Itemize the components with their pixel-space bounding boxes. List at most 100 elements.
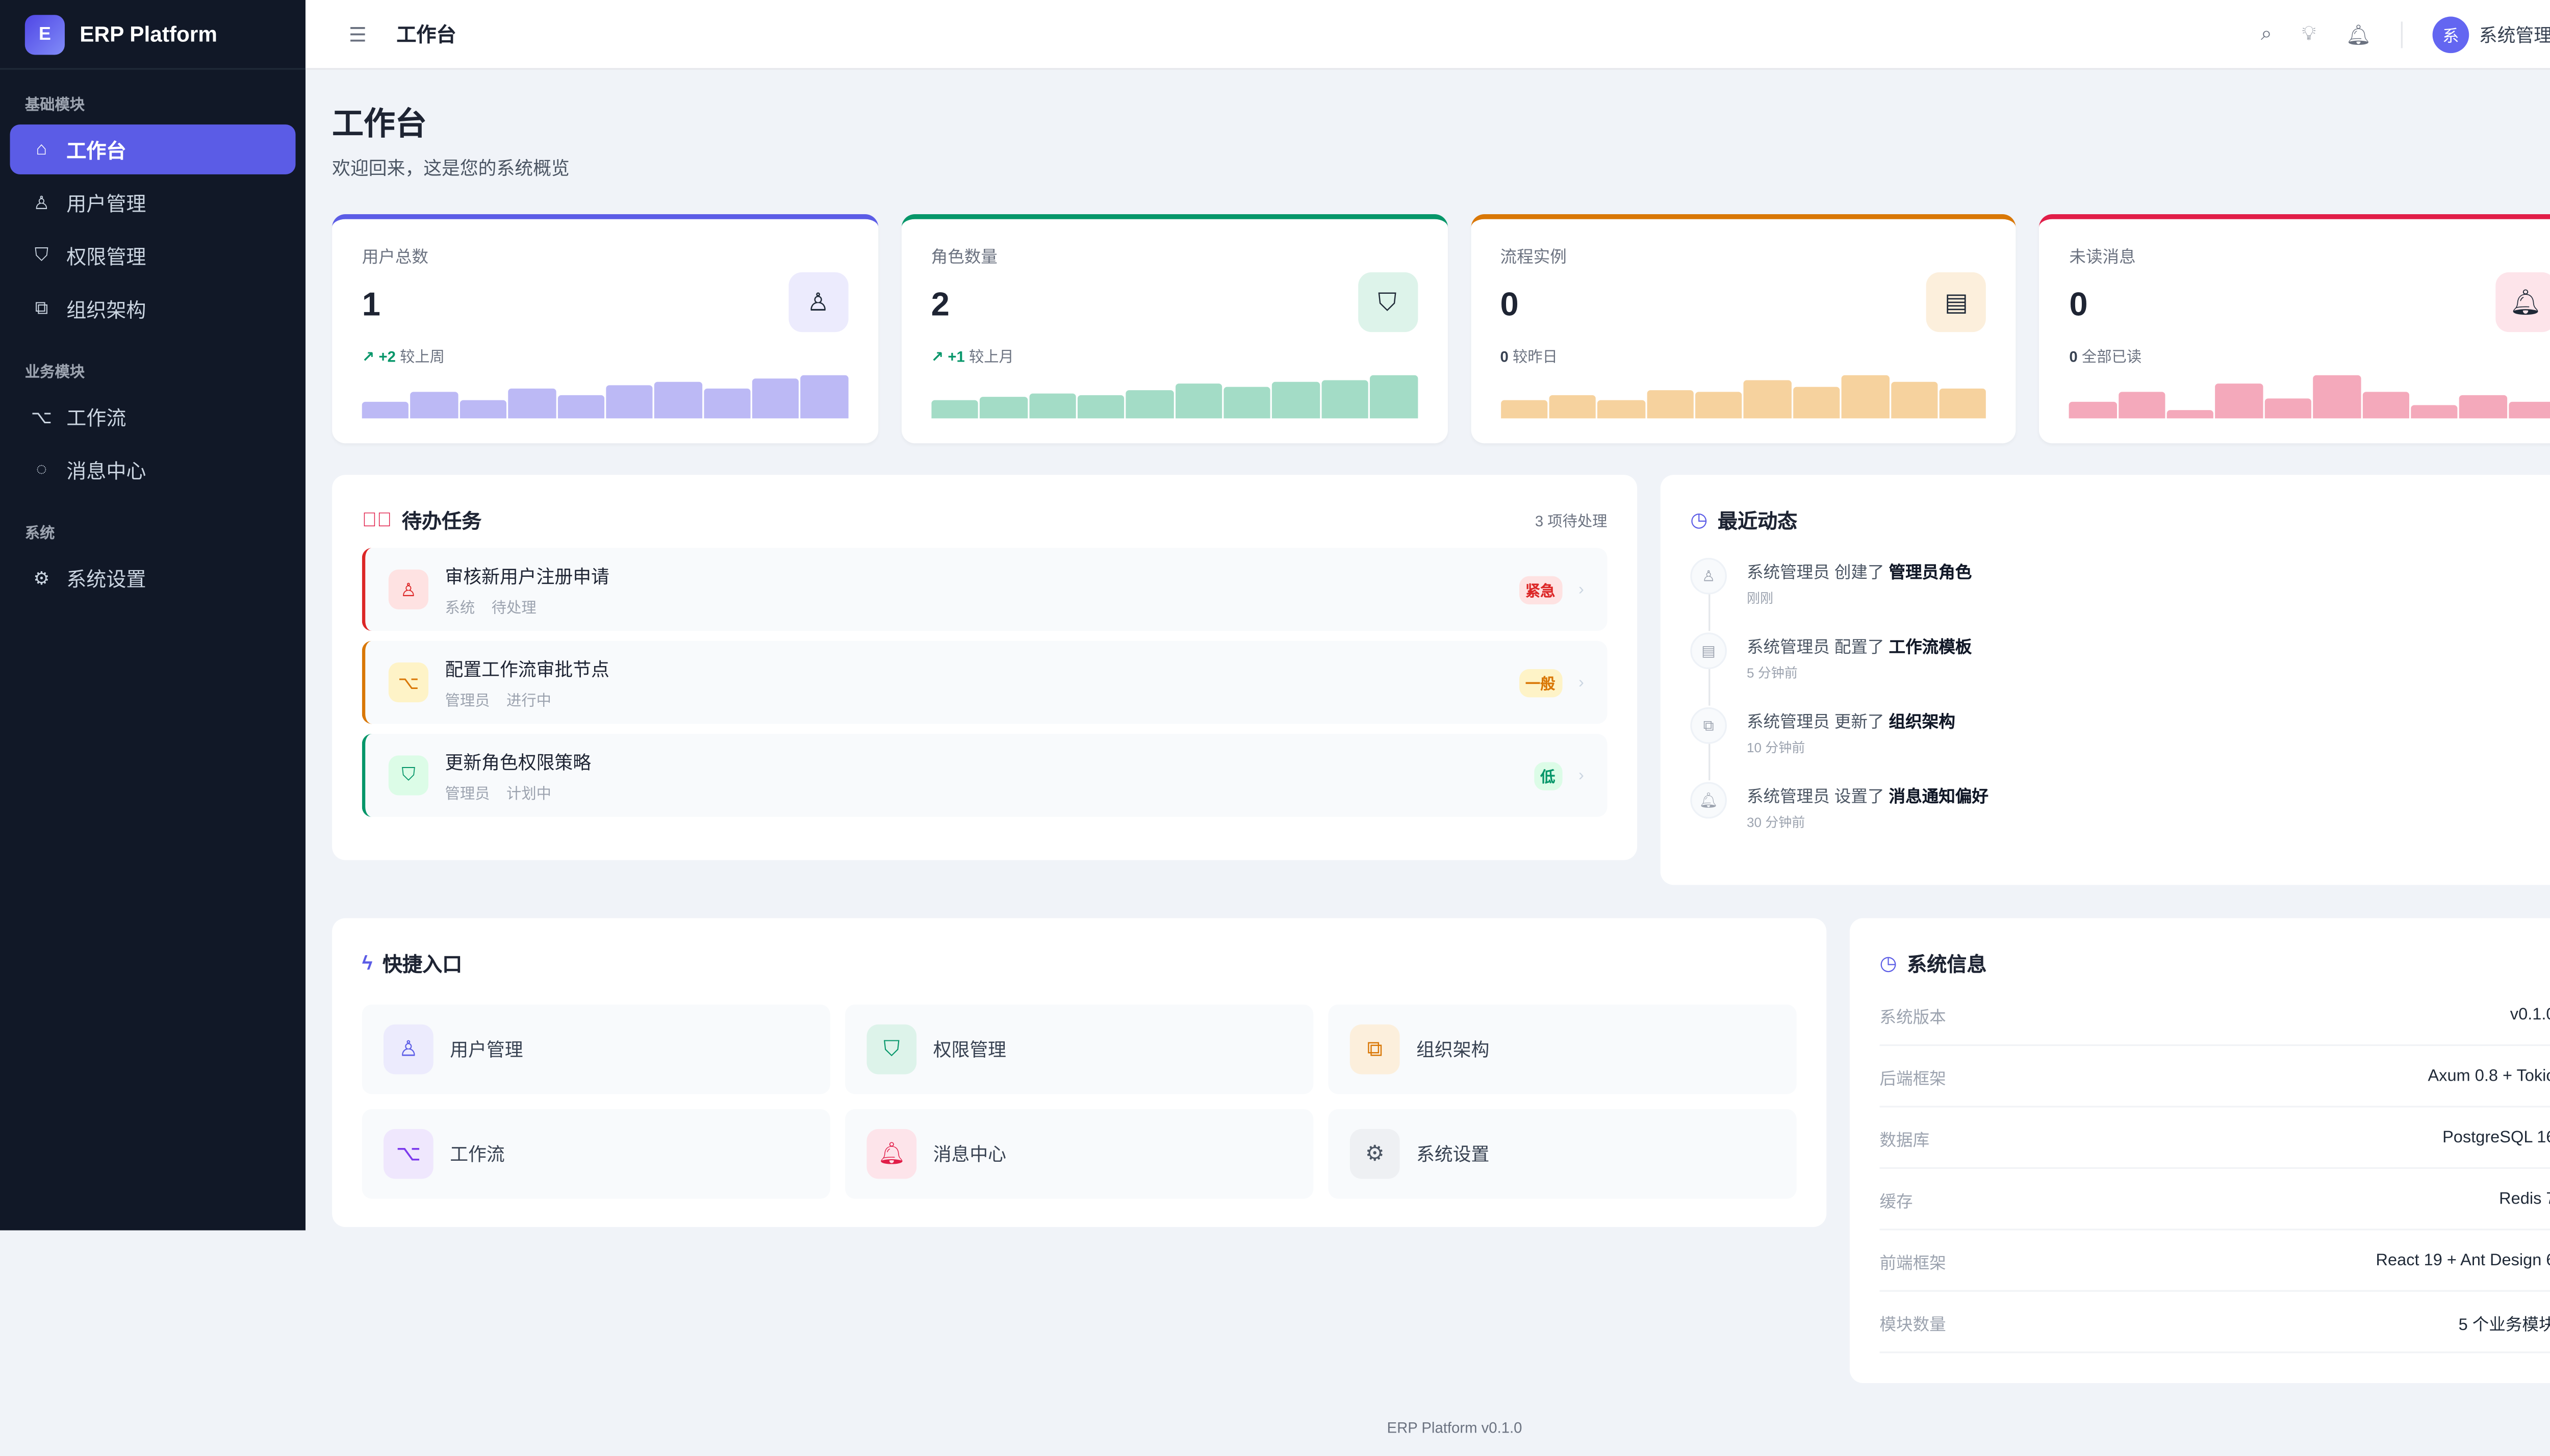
trend-delta: +2	[378, 348, 396, 366]
shield-check-icon: ⛉	[1357, 272, 1417, 333]
brand[interactable]: E ERP Platform	[0, 0, 306, 70]
quick-entry[interactable]: ⛉ 权限管理	[845, 1004, 1314, 1094]
stat-card[interactable]: 角色数量 2 ↗ +1 较上月 ⛉	[901, 214, 1447, 444]
task-item[interactable]: ⌥ 配置工作流审批节点 管理员 进行中 一般 ›	[362, 641, 1608, 724]
activity-item: 🔔︎ 系统管理员 设置了 消息通知偏好 30 分钟前	[1690, 782, 2550, 833]
activity-item: ▤ 系统管理员 配置了 工作流模板 5 分钟前	[1690, 632, 2550, 706]
user-icon: ♙	[384, 1024, 434, 1075]
trend-text: 较昨日	[1513, 348, 1558, 366]
spark-bar	[508, 389, 556, 419]
spark-bar	[362, 401, 410, 419]
stat-label: 流程实例	[1500, 249, 1567, 268]
activity-time: 10 分钟前	[1746, 740, 1805, 756]
task-status: 进行中	[506, 691, 551, 708]
chevron-right-icon: ›	[1578, 766, 1584, 785]
user-icon: ♙	[1690, 557, 1727, 595]
bell-icon[interactable]: 🔔︎	[2345, 22, 2372, 46]
sysinfo-card: ◷ 系统信息 系统版本 v0.1.0 后端框架 Axum 0.8 + Tokio 数据库 P…	[1849, 918, 2550, 1383]
quick-title: 快捷入口	[382, 952, 463, 976]
trend-up-icon: ↗	[362, 348, 379, 366]
spark-bar	[1077, 395, 1125, 419]
timeline-line	[1707, 669, 1710, 706]
spark-bar	[1841, 375, 1889, 419]
spark-bar	[1890, 382, 1937, 419]
topbar: ☰ 工作台 ⌕ 💡︎ 🔔︎ 系 系统管理员	[305, 0, 2550, 70]
clock-icon: ◷	[1879, 951, 1897, 975]
sidebar-item[interactable]: ⚙ 系统设置	[10, 553, 296, 603]
quick-entry[interactable]: ⚙ 系统设置	[1328, 1109, 1797, 1199]
info-row: 缓存 Redis 7	[1879, 1169, 2550, 1231]
sidebar-section-title: 基础模块	[24, 96, 85, 113]
quick-entry-label: 消息中心	[933, 1145, 1006, 1166]
org-icon: ⧉	[1349, 1024, 1400, 1075]
task-owner: 管理员	[445, 784, 490, 801]
search-icon[interactable]: ⌕	[2261, 21, 2272, 45]
task-status: 计划中	[506, 784, 551, 801]
bell-icon: 🔔︎	[866, 1129, 917, 1179]
chevron-right-icon: ›	[1578, 673, 1584, 692]
spark-bar	[1549, 395, 1596, 419]
spark-bar	[2264, 398, 2312, 419]
avatar[interactable]: 系	[2432, 15, 2469, 53]
stat-trend: 0 全部已读	[2069, 345, 2550, 367]
task-name: 配置工作流审批节点	[445, 660, 609, 680]
stat-card[interactable]: 流程实例 0 0 较昨日 ▤	[1470, 214, 2017, 444]
task-item[interactable]: ♙ 审核新用户注册申请 系统 待处理 紧急 ›	[362, 548, 1608, 631]
stat-label: 用户总数	[362, 249, 428, 268]
spark-bar	[1646, 390, 1694, 419]
spark-bar	[2118, 391, 2165, 419]
activity-actor: 系统管理员	[1746, 639, 1830, 658]
activity-actor: 系统管理员	[1746, 713, 1830, 732]
menu-fold-icon[interactable]: ☰	[348, 22, 367, 46]
sidebar-item-label: 系统设置	[66, 567, 146, 591]
page-title: 工作台	[332, 108, 427, 143]
quick-entry-label: 用户管理	[450, 1041, 523, 1061]
task-item[interactable]: ⛉ 更新角色权限策略 管理员 计划中 低 ›	[362, 734, 1608, 817]
quick-entry[interactable]: ⧉ 组织架构	[1328, 1004, 1797, 1094]
sidebar-item[interactable]: ⌥ 工作流	[10, 392, 296, 442]
stat-value: 0	[2069, 287, 2088, 324]
spark-bar	[1223, 386, 1271, 419]
stat-value: 2	[931, 287, 950, 324]
bulb-icon[interactable]: 💡︎	[2302, 21, 2316, 45]
sidebar-item[interactable]: ⌂ 工作台	[10, 124, 296, 174]
spark-bar	[1126, 390, 1174, 419]
sidebar-item[interactable]: ♙ 用户管理	[10, 177, 296, 227]
logo: E	[24, 14, 65, 54]
spark-bar	[605, 386, 653, 419]
activity-card: ◷ 最近动态 ♙ 系统管理员 创建了 管理员角色 刚刚 ▤ 系统管理员 配置了 工…	[1660, 475, 2550, 885]
task-name: 更新角色权限策略	[445, 753, 592, 773]
spark-bar	[557, 396, 604, 419]
shield-icon: ⛉	[34, 245, 48, 265]
sidebar-item[interactable]: ◌ 消息中心	[10, 445, 296, 495]
timeline-line	[1707, 744, 1710, 781]
gear-icon: ⚙	[1349, 1129, 1400, 1179]
sidebar-item-label: 工作台	[66, 138, 126, 162]
spark-bar	[931, 400, 979, 419]
quick-entry[interactable]: 🔔︎ 消息中心	[845, 1109, 1314, 1199]
org-icon: ⧉	[35, 298, 48, 318]
bell-icon: 🔔︎	[1690, 782, 1727, 819]
info-row: 数据库 PostgreSQL 16	[1879, 1108, 2550, 1169]
spark-bar	[1500, 400, 1547, 419]
spark-bar	[2459, 395, 2507, 419]
stat-card[interactable]: 用户总数 1 ↗ +2 较上周 ♙	[332, 214, 878, 444]
info-key: 缓存	[1879, 1193, 1913, 1212]
sparkline	[362, 375, 848, 419]
sidebar-item[interactable]: ⛉ 权限管理	[10, 231, 296, 281]
activity-verb: 设置了	[1834, 788, 1884, 807]
quick-entry[interactable]: ♙ 用户管理	[362, 1004, 830, 1094]
task-owner: 管理员	[445, 691, 490, 708]
spark-bar	[1175, 384, 1222, 419]
info-key: 模块数量	[1879, 1316, 1946, 1334]
stat-card[interactable]: 未读消息 0 0 全部已读 🔔︎	[2039, 214, 2550, 444]
priority-tag: 紧急	[1518, 575, 1562, 604]
spark-bar	[2313, 375, 2360, 419]
spark-bar	[1028, 393, 1076, 419]
user-name[interactable]: 系统管理员	[2479, 25, 2550, 46]
activity-verb: 创建了	[1834, 564, 1884, 583]
stat-label: 未读消息	[2069, 249, 2136, 268]
quick-entry[interactable]: ⌥ 工作流	[362, 1109, 830, 1199]
sidebar-item[interactable]: ⧉ 组织架构	[10, 284, 296, 334]
spark-bar	[411, 392, 458, 419]
